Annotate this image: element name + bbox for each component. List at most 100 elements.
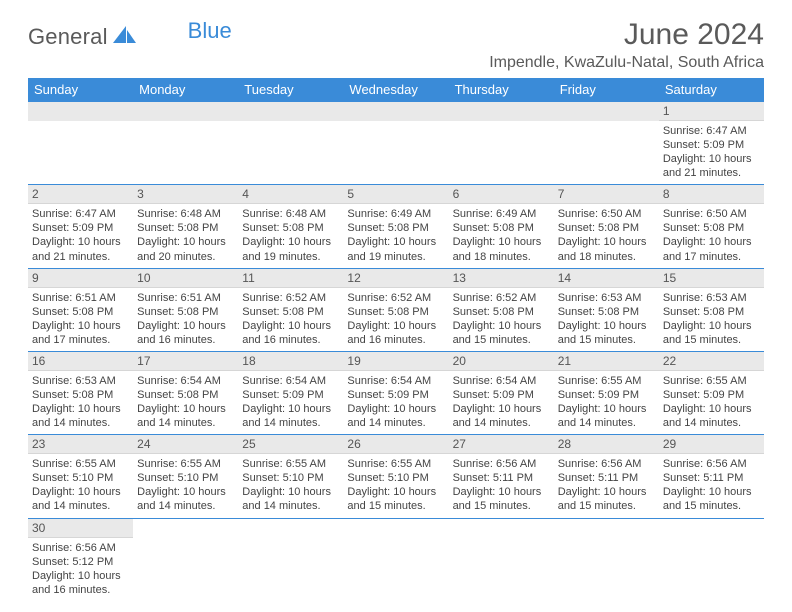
- daylight-text: Daylight: 10 hours: [32, 319, 129, 333]
- day-header: Friday: [554, 78, 659, 102]
- sunrise-text: Sunrise: 6:56 AM: [453, 457, 550, 471]
- daylight-text: and 15 minutes.: [663, 333, 760, 347]
- daylight-text: Daylight: 10 hours: [663, 319, 760, 333]
- daylight-text: and 15 minutes.: [347, 499, 444, 513]
- calendar-cell: [554, 518, 659, 601]
- calendar-cell: 25Sunrise: 6:55 AMSunset: 5:10 PMDayligh…: [238, 435, 343, 518]
- daylight-text: Daylight: 10 hours: [453, 319, 550, 333]
- calendar-cell: 9Sunrise: 6:51 AMSunset: 5:08 PMDaylight…: [28, 268, 133, 351]
- calendar-cell: 19Sunrise: 6:54 AMSunset: 5:09 PMDayligh…: [343, 351, 448, 434]
- daylight-text: Daylight: 10 hours: [242, 319, 339, 333]
- sunrise-text: Sunrise: 6:51 AM: [32, 291, 129, 305]
- sunset-text: Sunset: 5:08 PM: [137, 305, 234, 319]
- sunrise-text: Sunrise: 6:55 AM: [32, 457, 129, 471]
- calendar-cell: 16Sunrise: 6:53 AMSunset: 5:08 PMDayligh…: [28, 351, 133, 434]
- sunrise-text: Sunrise: 6:52 AM: [453, 291, 550, 305]
- daylight-text: Daylight: 10 hours: [347, 235, 444, 249]
- calendar-cell: [449, 102, 554, 185]
- calendar-cell: 2Sunrise: 6:47 AMSunset: 5:09 PMDaylight…: [28, 185, 133, 268]
- sunset-text: Sunset: 5:09 PM: [32, 221, 129, 235]
- day-number: 29: [659, 435, 764, 454]
- day-header: Monday: [133, 78, 238, 102]
- calendar-cell: [449, 518, 554, 601]
- day-number: 24: [133, 435, 238, 454]
- sunset-text: Sunset: 5:11 PM: [453, 471, 550, 485]
- sunset-text: Sunset: 5:10 PM: [242, 471, 339, 485]
- empty-daynum-bar: [28, 102, 133, 121]
- sunset-text: Sunset: 5:08 PM: [32, 305, 129, 319]
- sunrise-text: Sunrise: 6:54 AM: [137, 374, 234, 388]
- daylight-text: Daylight: 10 hours: [137, 402, 234, 416]
- sunset-text: Sunset: 5:09 PM: [347, 388, 444, 402]
- daylight-text: and 14 minutes.: [663, 416, 760, 430]
- daylight-text: Daylight: 10 hours: [32, 485, 129, 499]
- daylight-text: and 15 minutes.: [663, 499, 760, 513]
- daylight-text: and 21 minutes.: [663, 166, 760, 180]
- daylight-text: and 16 minutes.: [137, 333, 234, 347]
- calendar-week: 9Sunrise: 6:51 AMSunset: 5:08 PMDaylight…: [28, 268, 764, 351]
- calendar-header-row: SundayMondayTuesdayWednesdayThursdayFrid…: [28, 78, 764, 102]
- daylight-text: and 14 minutes.: [137, 416, 234, 430]
- daylight-text: Daylight: 10 hours: [558, 319, 655, 333]
- calendar-week: 23Sunrise: 6:55 AMSunset: 5:10 PMDayligh…: [28, 435, 764, 518]
- day-header: Tuesday: [238, 78, 343, 102]
- day-number: 13: [449, 269, 554, 288]
- sunset-text: Sunset: 5:09 PM: [242, 388, 339, 402]
- day-number: 12: [343, 269, 448, 288]
- daylight-text: and 14 minutes.: [347, 416, 444, 430]
- daylight-text: Daylight: 10 hours: [137, 319, 234, 333]
- calendar-cell: 4Sunrise: 6:48 AMSunset: 5:08 PMDaylight…: [238, 185, 343, 268]
- daylight-text: and 18 minutes.: [558, 250, 655, 264]
- sunset-text: Sunset: 5:08 PM: [137, 388, 234, 402]
- daylight-text: and 21 minutes.: [32, 250, 129, 264]
- day-header: Sunday: [28, 78, 133, 102]
- day-header: Wednesday: [343, 78, 448, 102]
- day-number: 26: [343, 435, 448, 454]
- page-title: June 2024: [489, 18, 764, 52]
- daylight-text: and 16 minutes.: [32, 583, 129, 597]
- daylight-text: and 14 minutes.: [32, 499, 129, 513]
- calendar-cell: 1Sunrise: 6:47 AMSunset: 5:09 PMDaylight…: [659, 102, 764, 185]
- daylight-text: and 15 minutes.: [558, 499, 655, 513]
- sunset-text: Sunset: 5:12 PM: [32, 555, 129, 569]
- sunrise-text: Sunrise: 6:52 AM: [242, 291, 339, 305]
- brand-blue: Blue: [188, 18, 232, 44]
- daylight-text: and 14 minutes.: [137, 499, 234, 513]
- day-number: 11: [238, 269, 343, 288]
- empty-daynum-bar: [238, 102, 343, 121]
- sunrise-text: Sunrise: 6:54 AM: [453, 374, 550, 388]
- calendar-cell: 24Sunrise: 6:55 AMSunset: 5:10 PMDayligh…: [133, 435, 238, 518]
- daylight-text: Daylight: 10 hours: [242, 402, 339, 416]
- daylight-text: and 15 minutes.: [453, 333, 550, 347]
- daylight-text: Daylight: 10 hours: [137, 235, 234, 249]
- sunrise-text: Sunrise: 6:53 AM: [663, 291, 760, 305]
- calendar-cell: [238, 102, 343, 185]
- daylight-text: and 14 minutes.: [32, 416, 129, 430]
- sunset-text: Sunset: 5:08 PM: [663, 221, 760, 235]
- day-number: 16: [28, 352, 133, 371]
- page: General Blue June 2024 Impendle, KwaZulu…: [0, 0, 792, 612]
- daylight-text: and 14 minutes.: [453, 416, 550, 430]
- calendar-cell: 18Sunrise: 6:54 AMSunset: 5:09 PMDayligh…: [238, 351, 343, 434]
- day-number: 2: [28, 185, 133, 204]
- sunset-text: Sunset: 5:08 PM: [347, 221, 444, 235]
- empty-daynum-bar: [133, 102, 238, 121]
- sunset-text: Sunset: 5:10 PM: [347, 471, 444, 485]
- daylight-text: and 14 minutes.: [242, 416, 339, 430]
- sunrise-text: Sunrise: 6:50 AM: [663, 207, 760, 221]
- sunset-text: Sunset: 5:08 PM: [347, 305, 444, 319]
- calendar-cell: 29Sunrise: 6:56 AMSunset: 5:11 PMDayligh…: [659, 435, 764, 518]
- calendar-cell: 15Sunrise: 6:53 AMSunset: 5:08 PMDayligh…: [659, 268, 764, 351]
- daylight-text: and 17 minutes.: [663, 250, 760, 264]
- calendar-cell: 3Sunrise: 6:48 AMSunset: 5:08 PMDaylight…: [133, 185, 238, 268]
- daylight-text: Daylight: 10 hours: [347, 402, 444, 416]
- sunrise-text: Sunrise: 6:49 AM: [453, 207, 550, 221]
- day-header: Thursday: [449, 78, 554, 102]
- calendar-week: 2Sunrise: 6:47 AMSunset: 5:09 PMDaylight…: [28, 185, 764, 268]
- calendar-week: 16Sunrise: 6:53 AMSunset: 5:08 PMDayligh…: [28, 351, 764, 434]
- calendar-cell: [133, 102, 238, 185]
- location-subtitle: Impendle, KwaZulu-Natal, South Africa: [489, 54, 764, 72]
- sunset-text: Sunset: 5:09 PM: [558, 388, 655, 402]
- day-number: 22: [659, 352, 764, 371]
- daylight-text: Daylight: 10 hours: [242, 235, 339, 249]
